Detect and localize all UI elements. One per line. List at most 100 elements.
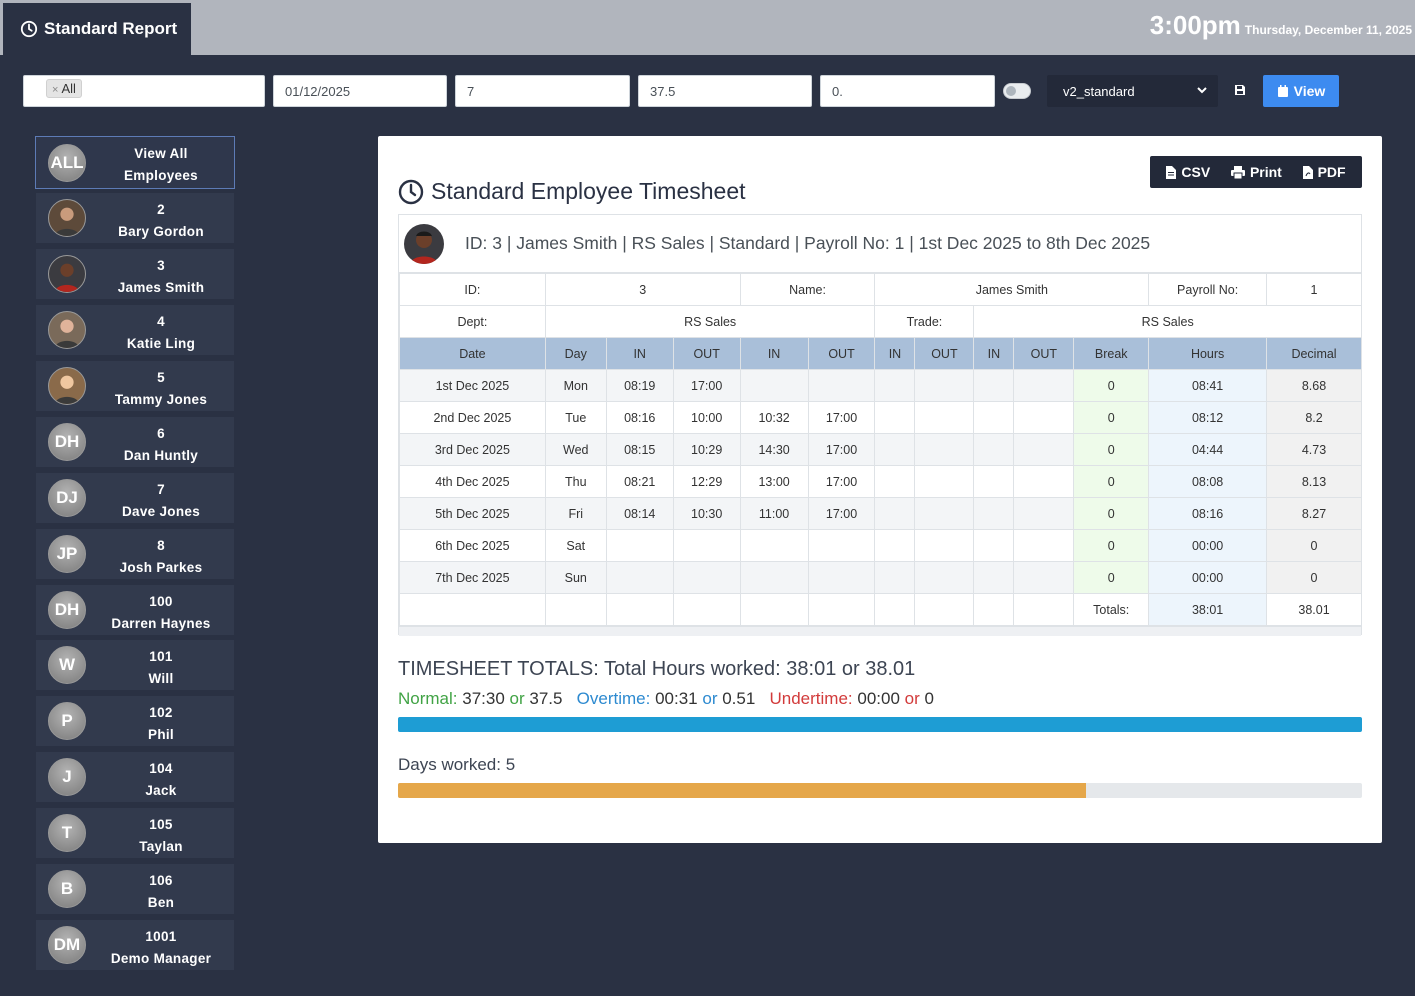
- threshold-input[interactable]: 0.: [820, 75, 995, 107]
- table-cell: 8.2: [1266, 401, 1362, 434]
- table-cell: [807, 561, 876, 594]
- employee-name: Employees: [124, 168, 198, 183]
- info-row-2: Dept: RS Sales Trade: RS Sales: [399, 305, 1362, 338]
- employee-select[interactable]: × All: [23, 75, 265, 107]
- name-value: James Smith: [874, 273, 1150, 306]
- sidebar-item-label: 104 Jack: [88, 758, 234, 802]
- column-header: OUT: [807, 337, 876, 370]
- table-cell: [739, 529, 809, 562]
- timesheet-table: ID: 3 Name: James Smith Payroll No: 1 De…: [399, 273, 1362, 626]
- table-cell: 0: [1073, 433, 1150, 466]
- pdf-file-icon: [1302, 165, 1313, 179]
- column-header: OUT: [914, 337, 975, 370]
- card-footer: [399, 626, 1361, 636]
- sidebar-item-employee[interactable]: W 101 Will: [36, 640, 234, 690]
- table-cell: 10:29: [672, 433, 741, 466]
- sidebar-item-view-all[interactable]: ALL View All Employees: [35, 136, 235, 189]
- print-button[interactable]: Print: [1230, 164, 1282, 180]
- avatar: W: [48, 646, 86, 684]
- table-cell: 08:19: [605, 369, 674, 402]
- employee-id: 101: [149, 649, 173, 664]
- sidebar-item-employee[interactable]: J 104 Jack: [36, 752, 234, 802]
- id-label: ID:: [399, 273, 546, 306]
- table-cell: 8.68: [1266, 369, 1362, 402]
- table-cell: [807, 369, 876, 402]
- sidebar-item-employee[interactable]: 3 James Smith: [36, 249, 234, 299]
- avatar: T: [48, 814, 86, 852]
- table-cell: 0: [1073, 561, 1150, 594]
- table-cell: 10:00: [672, 401, 741, 434]
- sidebar-item-employee[interactable]: B 106 Ben: [36, 864, 234, 914]
- view-button[interactable]: View: [1263, 75, 1339, 107]
- table-cell: Fri: [544, 497, 607, 530]
- sidebar-item-label: 2 Bary Gordon: [88, 199, 234, 243]
- column-header: IN: [874, 337, 916, 370]
- normal-label: Normal:: [398, 689, 458, 708]
- employee-id: View All: [134, 146, 188, 161]
- employee-name: Jack: [145, 783, 177, 798]
- table-row: 2nd Dec 2025 Tue 08:16 10:00 10:32 17:00 0 08:1…: [399, 401, 1362, 434]
- start-date-input[interactable]: 01/12/2025: [273, 75, 447, 107]
- avatar: DJ: [48, 479, 86, 517]
- template-select[interactable]: v2_standard: [1047, 75, 1218, 107]
- sidebar-item-label: 8 Josh Parkes: [88, 535, 234, 579]
- selected-chip[interactable]: × All: [46, 78, 82, 98]
- tab-standard-report[interactable]: Standard Report: [3, 3, 191, 55]
- undertime-dec: 0: [924, 689, 934, 708]
- report-panel: CSV Print PDF Standard Employee Timeshee…: [378, 136, 1382, 843]
- table-row: 3rd Dec 2025 Wed 08:15 10:29 14:30 17:00 0 04:4…: [399, 433, 1362, 466]
- option-toggle[interactable]: [1003, 83, 1031, 99]
- table-cell: [1013, 561, 1075, 594]
- employee-name: Dan Huntly: [123, 448, 199, 463]
- employee-name: Josh Parkes: [119, 560, 203, 575]
- table-cell: [914, 529, 975, 562]
- employee-id: 2: [157, 202, 165, 217]
- table-cell: 6th Dec 2025: [399, 529, 546, 562]
- table-cell: 10:30: [672, 497, 741, 530]
- hours-input[interactable]: 37.5: [638, 75, 812, 107]
- table-cell: 4.73: [1266, 433, 1362, 466]
- avatar: JP: [48, 535, 86, 573]
- column-header: Break: [1073, 337, 1150, 370]
- table-cell: 12:29: [672, 465, 741, 498]
- hours-breakdown: Normal: 37:30 or 37.5 Overtime: 00:31 or…: [398, 689, 934, 709]
- chip-label: All: [61, 80, 76, 96]
- sidebar-item-label: 4 Katie Ling: [88, 311, 234, 355]
- table-cell: 4th Dec 2025: [399, 465, 546, 498]
- normal-hm: 37:30: [462, 689, 505, 708]
- table-cell: 08:41: [1148, 369, 1268, 402]
- table-cell: [1013, 433, 1075, 466]
- sidebar-item-employee[interactable]: T 105 Taylan: [36, 808, 234, 858]
- table-cell: [914, 465, 975, 498]
- sidebar-item-employee[interactable]: DM 1001 Demo Manager: [36, 920, 234, 970]
- print-label: Print: [1249, 164, 1282, 180]
- sidebar-item-employee[interactable]: 2 Bary Gordon: [36, 193, 234, 243]
- sidebar-item-employee[interactable]: P 102 Phil: [36, 696, 234, 746]
- table-cell: [1013, 465, 1075, 498]
- table-cell: [914, 433, 975, 466]
- sidebar-item-employee[interactable]: DJ 7 Dave Jones: [36, 473, 234, 523]
- days-input[interactable]: 7: [455, 75, 630, 107]
- sidebar-item-employee[interactable]: DH 100 Darren Haynes: [36, 585, 234, 635]
- table-cell: [914, 561, 975, 594]
- table-cell: 0: [1073, 529, 1150, 562]
- table-cell: 0: [1073, 369, 1150, 402]
- sidebar-item-employee[interactable]: JP 8 Josh Parkes: [36, 529, 234, 579]
- table-cell: [1013, 369, 1075, 402]
- csv-button[interactable]: CSV: [1166, 164, 1210, 180]
- sidebar-item-employee[interactable]: 4 Katie Ling: [36, 305, 234, 355]
- remove-chip-icon[interactable]: ×: [52, 83, 59, 96]
- employee-id: 6: [157, 426, 165, 441]
- save-icon[interactable]: [1234, 84, 1246, 96]
- table-cell: [605, 561, 674, 594]
- table-cell: Tue: [544, 401, 607, 434]
- table-cell: [874, 369, 916, 402]
- view-label: View: [1293, 83, 1326, 99]
- table-cell: 8.27: [1266, 497, 1362, 530]
- sidebar-item-employee[interactable]: 5 Tammy Jones: [36, 361, 234, 411]
- employee-name: Katie Ling: [126, 336, 196, 351]
- table-cell: 17:00: [807, 497, 876, 530]
- pdf-button[interactable]: PDF: [1302, 164, 1346, 180]
- sidebar-item-employee[interactable]: DH 6 Dan Huntly: [36, 417, 234, 467]
- overtime-label: Overtime:: [576, 689, 651, 708]
